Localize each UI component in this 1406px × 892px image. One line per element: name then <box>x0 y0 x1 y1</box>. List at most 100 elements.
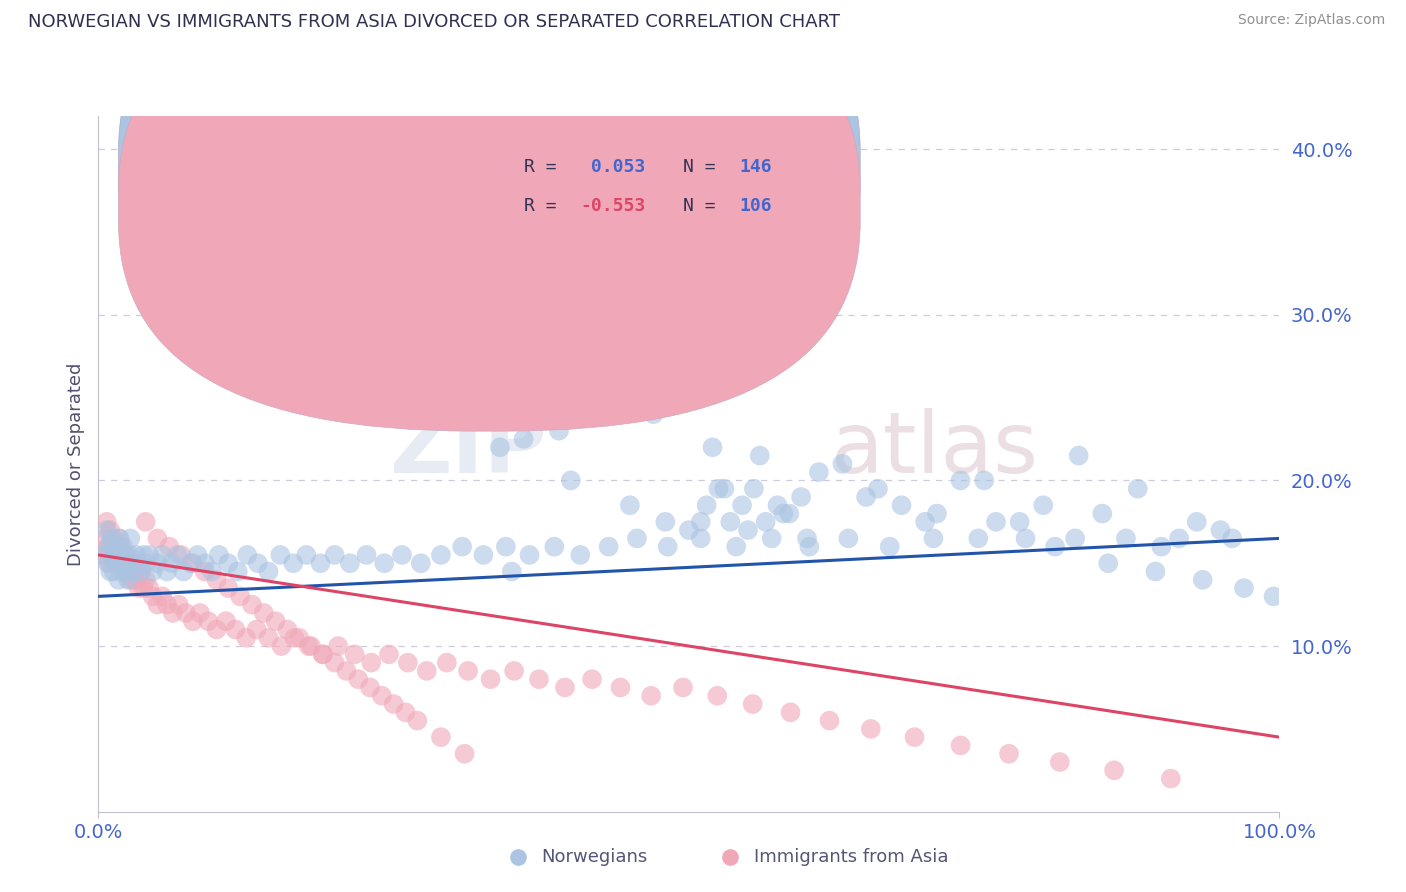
Point <box>409 556 432 570</box>
Point <box>236 548 259 562</box>
Point <box>654 515 676 529</box>
Point <box>323 656 346 670</box>
Point <box>1115 532 1137 546</box>
Point <box>779 706 801 720</box>
Point <box>416 664 439 678</box>
Point <box>866 482 889 496</box>
Point <box>796 532 818 546</box>
Point <box>105 548 128 562</box>
Point <box>94 532 117 546</box>
Point <box>132 548 155 562</box>
Point <box>396 656 419 670</box>
Point <box>105 548 128 562</box>
Point <box>1067 449 1090 463</box>
Point <box>122 565 145 579</box>
Point <box>114 548 136 562</box>
Point <box>689 532 711 546</box>
Point <box>672 681 695 695</box>
Point <box>105 540 128 554</box>
Point <box>548 424 571 438</box>
Point <box>135 515 157 529</box>
Point <box>120 532 142 546</box>
Point <box>181 614 204 628</box>
Point <box>378 648 401 662</box>
Point <box>489 440 512 454</box>
Point <box>1185 515 1208 529</box>
Point <box>761 532 783 546</box>
Point <box>98 540 121 554</box>
Point <box>339 556 361 570</box>
Point <box>146 532 169 546</box>
Point <box>118 548 141 562</box>
Point <box>890 498 912 512</box>
Point <box>527 672 550 686</box>
Point <box>949 739 972 753</box>
Point <box>1008 515 1031 529</box>
Point <box>107 532 129 546</box>
Point <box>543 540 565 554</box>
Point <box>125 573 148 587</box>
Point <box>343 648 366 662</box>
Point <box>1049 755 1071 769</box>
Point <box>1168 532 1191 546</box>
Point <box>110 540 132 554</box>
Point <box>295 548 318 562</box>
FancyBboxPatch shape <box>453 144 813 238</box>
Point <box>121 556 143 570</box>
Point <box>110 556 132 570</box>
Point <box>160 556 183 570</box>
Point <box>170 548 193 562</box>
Point <box>657 540 679 554</box>
Point <box>1150 540 1173 554</box>
Point <box>276 623 298 637</box>
Point <box>472 548 495 562</box>
Point <box>689 515 711 529</box>
Point <box>778 507 800 521</box>
Point <box>737 523 759 537</box>
Point <box>371 689 394 703</box>
Point <box>1043 540 1066 554</box>
Point <box>914 515 936 529</box>
Point <box>201 565 224 579</box>
Point <box>678 523 700 537</box>
Point <box>967 532 990 546</box>
Text: N =: N = <box>683 197 727 215</box>
Text: ZIP: ZIP <box>389 409 547 491</box>
Point <box>479 672 502 686</box>
Point <box>441 333 464 347</box>
Point <box>122 573 145 587</box>
Point <box>114 565 136 579</box>
Point <box>418 366 440 380</box>
Point <box>640 689 662 703</box>
Point <box>129 565 152 579</box>
Point <box>240 598 263 612</box>
Point <box>257 631 280 645</box>
Point <box>807 465 830 479</box>
Point <box>253 606 276 620</box>
Point <box>598 540 620 554</box>
Point <box>112 565 135 579</box>
Point <box>451 540 474 554</box>
Point <box>246 556 269 570</box>
Point <box>156 565 179 579</box>
Point <box>124 565 146 579</box>
Point <box>453 747 475 761</box>
Point <box>103 548 125 562</box>
Point <box>257 565 280 579</box>
Point <box>323 548 346 562</box>
Point <box>100 548 122 562</box>
Point <box>998 747 1021 761</box>
Point <box>309 556 332 570</box>
Point <box>583 399 606 413</box>
Point <box>373 556 395 570</box>
Point <box>132 581 155 595</box>
Point <box>831 457 853 471</box>
Text: N =: N = <box>683 158 727 176</box>
Point <box>98 565 121 579</box>
Point <box>430 730 453 744</box>
Text: NORWEGIAN VS IMMIGRANTS FROM ASIA DIVORCED OR SEPARATED CORRELATION CHART: NORWEGIAN VS IMMIGRANTS FROM ASIA DIVORC… <box>28 13 841 31</box>
Point <box>111 548 134 562</box>
Point <box>347 672 370 686</box>
Text: R =: R = <box>523 158 567 176</box>
Point <box>98 523 121 537</box>
